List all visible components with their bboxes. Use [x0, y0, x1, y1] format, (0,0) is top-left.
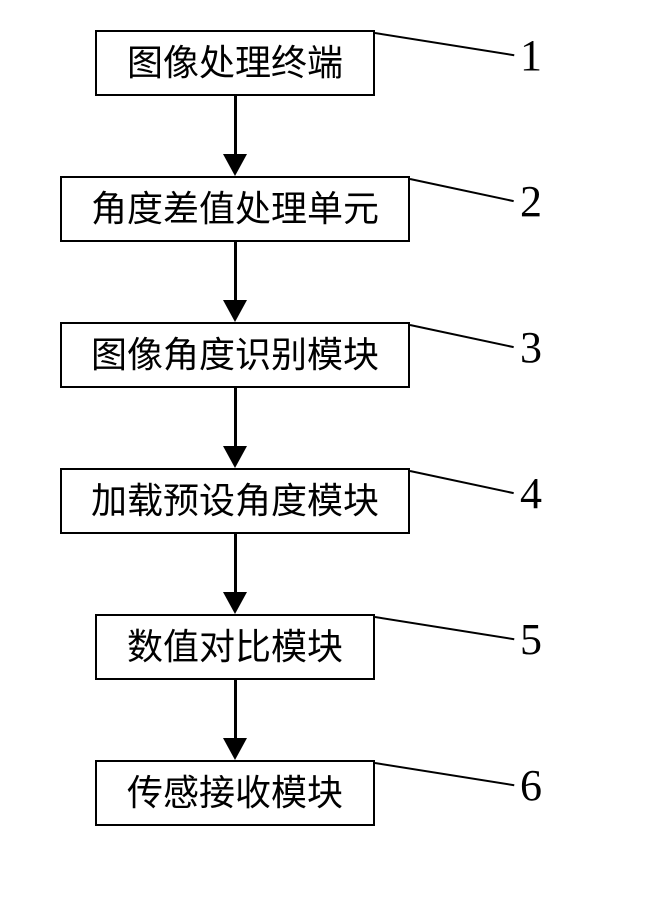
flow-node-n3: 图像角度识别模块 [60, 322, 410, 388]
arrow-shaft [234, 534, 237, 592]
flow-node-n1: 图像处理终端 [95, 30, 375, 96]
lead-line [375, 762, 514, 786]
flow-node-label: 加载预设角度模块 [91, 483, 379, 519]
callout-number: 5 [520, 614, 542, 665]
callout-number: 1 [520, 30, 542, 81]
arrow-head-icon [223, 592, 247, 614]
lead-line [410, 470, 514, 494]
arrow-shaft [234, 680, 237, 738]
flow-node-n6: 传感接收模块 [95, 760, 375, 826]
arrow-head-icon [223, 154, 247, 176]
arrow-head-icon [223, 300, 247, 322]
lead-line [410, 324, 514, 348]
flow-node-n4: 加载预设角度模块 [60, 468, 410, 534]
flow-node-label: 图像角度识别模块 [91, 337, 379, 373]
arrow-shaft [234, 388, 237, 446]
callout-number: 2 [520, 176, 542, 227]
flow-node-n2: 角度差值处理单元 [60, 176, 410, 242]
flow-node-label: 图像处理终端 [127, 45, 343, 81]
flow-node-label: 传感接收模块 [127, 775, 343, 811]
callout-number: 3 [520, 322, 542, 373]
arrow-head-icon [223, 446, 247, 468]
flow-node-n5: 数值对比模块 [95, 614, 375, 680]
arrow-head-icon [223, 738, 247, 760]
callout-number: 4 [520, 468, 542, 519]
arrow-shaft [234, 96, 237, 154]
lead-line [375, 616, 514, 640]
flow-node-label: 角度差值处理单元 [91, 191, 379, 227]
arrow-shaft [234, 242, 237, 300]
flow-node-label: 数值对比模块 [127, 629, 343, 665]
lead-line [410, 178, 514, 202]
lead-line [375, 32, 514, 56]
flowchart-canvas: 图像处理终端角度差值处理单元图像角度识别模块加载预设角度模块数值对比模块传感接收… [0, 0, 668, 905]
callout-number: 6 [520, 760, 542, 811]
